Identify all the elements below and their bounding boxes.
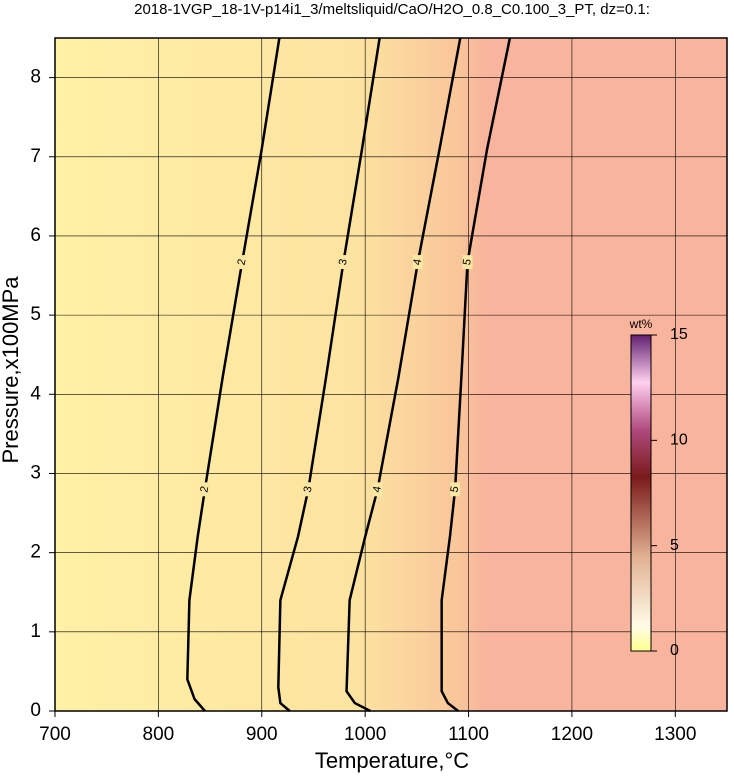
- y-tick-label: 7: [30, 146, 41, 167]
- colorbar-tick-label: 10: [670, 432, 688, 449]
- colorbar-tick-label: 15: [670, 326, 688, 343]
- contour-label-bg: [303, 482, 314, 497]
- contour-label-bg: [338, 255, 349, 270]
- contour-line: [186, 37, 281, 712]
- contour-line: [277, 37, 381, 712]
- contour-label: 3: [302, 485, 315, 493]
- x-tick-label: 1100: [448, 724, 489, 745]
- contour-label: 2: [198, 485, 211, 493]
- y-tick-label: 0: [30, 700, 41, 721]
- x-tick-label: 700: [39, 724, 71, 745]
- x-tick-label: 1200: [551, 724, 593, 745]
- plot-frame: [54, 37, 728, 712]
- contour-label-bg: [462, 255, 473, 270]
- x-tick-label: 1000: [344, 724, 386, 745]
- colorbar-tick-label: 0: [670, 642, 679, 659]
- contour-label: 4: [371, 485, 384, 493]
- chart-title: 2018-1VGP_18-1V-p14i1_3/meltsliquid/CaO/…: [134, 1, 650, 18]
- y-tick-label: 6: [30, 225, 41, 246]
- x-tick-label: 1300: [654, 724, 696, 745]
- x-tick-label: 800: [143, 724, 175, 745]
- contour-label: 5: [449, 485, 462, 493]
- contour-label-bg: [450, 482, 461, 497]
- y-tick-label: 8: [30, 67, 41, 88]
- colorbar: [630, 334, 652, 652]
- y-tick-label: 2: [30, 542, 41, 563]
- x-axis-label: Temperature,°C: [315, 748, 469, 773]
- colorbar-label: wt%: [629, 317, 653, 331]
- y-tick-label: 3: [30, 462, 41, 483]
- colorbar-tick-label: 5: [670, 537, 679, 554]
- y-tick-label: 5: [30, 304, 41, 325]
- contour-label: 5: [461, 258, 474, 266]
- contour-label-bg: [237, 255, 248, 270]
- contour-label-bg: [372, 482, 383, 497]
- plot-background: [55, 38, 727, 711]
- contour-label-bg: [199, 482, 210, 497]
- contour-label-bg: [412, 255, 423, 270]
- contour-label: 4: [411, 258, 424, 266]
- y-tick-label: 1: [30, 621, 41, 642]
- contour-label: 3: [337, 258, 350, 266]
- contour-line: [440, 37, 512, 712]
- contour-line: [345, 37, 462, 713]
- x-tick-label: 900: [246, 724, 278, 745]
- y-axis-label: Pressure,x100MPa: [0, 276, 23, 464]
- contour-label: 2: [236, 258, 249, 266]
- y-tick-label: 4: [30, 383, 41, 404]
